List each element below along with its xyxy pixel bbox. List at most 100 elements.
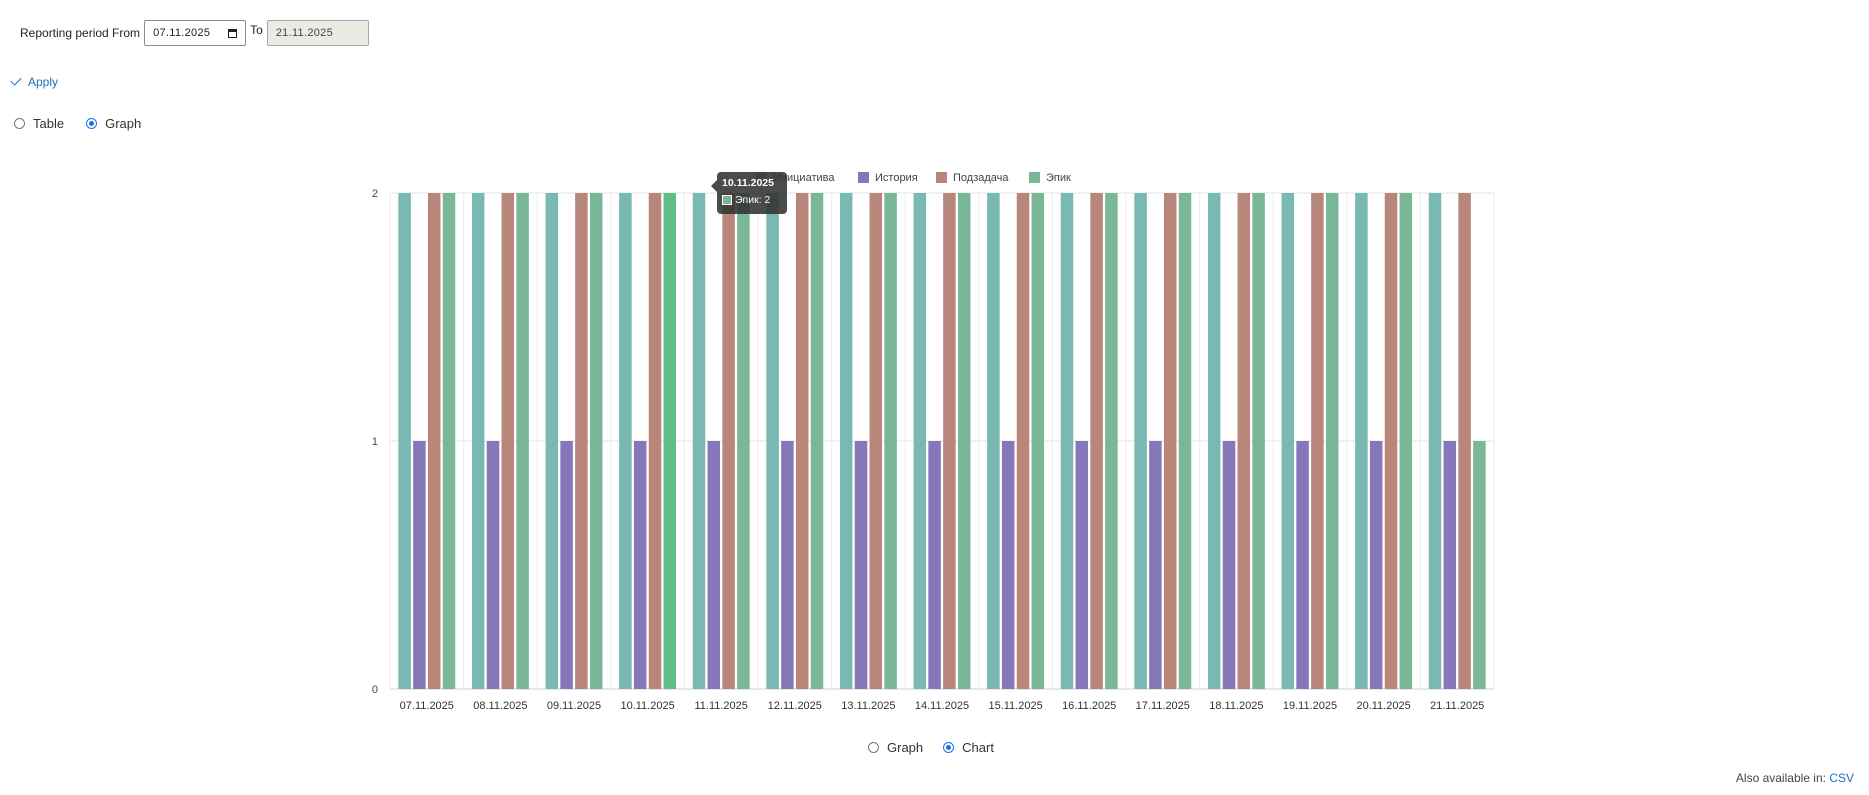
bar: [516, 193, 529, 689]
date-from-value: 07.11.2025: [153, 27, 211, 39]
x-tick-label: 09.11.2025: [547, 700, 601, 712]
chart-toggle: Graph Chart: [868, 740, 1016, 755]
x-tick-label: 17.11.2025: [1136, 700, 1190, 712]
x-tick-label: 12.11.2025: [768, 700, 822, 712]
bar: [1105, 193, 1118, 689]
bar: [1281, 193, 1295, 689]
bar: [1016, 193, 1030, 689]
view-option-table-label: Table: [33, 116, 65, 131]
bar: [1001, 441, 1015, 689]
radio-chart-graph[interactable]: [868, 742, 879, 753]
radio-chart-chart[interactable]: [943, 742, 955, 753]
bar: [648, 193, 662, 689]
bar: [1252, 193, 1265, 689]
legend-label: Подзадача: [953, 172, 1009, 184]
bar: [1031, 193, 1045, 689]
x-tick-label: 21.11.2025: [1430, 700, 1484, 712]
bar: [766, 193, 779, 689]
bar: [633, 441, 647, 689]
chart-option-graph[interactable]: Graph: [868, 740, 923, 755]
bar: [575, 193, 588, 689]
bar: [486, 441, 500, 689]
bar: [839, 193, 853, 689]
period-to-label: To: [250, 23, 263, 37]
y-tick-label: 1: [372, 436, 378, 448]
bar: [1384, 193, 1398, 689]
bar: [781, 441, 794, 689]
tooltip-value: Эпик: 2: [735, 194, 771, 206]
x-tick-label: 20.11.2025: [1356, 700, 1410, 712]
bar: [1399, 193, 1413, 689]
bar: [987, 193, 1000, 689]
bar: [589, 193, 603, 689]
apply-button[interactable]: Apply: [10, 74, 59, 89]
period-from-label: Reporting period From: [20, 26, 141, 40]
bar: [471, 193, 485, 689]
view-toggle: Table Graph: [14, 116, 163, 131]
bar-chart: 0 1 2 07.11.2025 08.11.2025 09.11.2025 10.11.2…: [372, 172, 1495, 712]
x-tick-label: 13.11.2025: [841, 700, 895, 712]
bar: [1443, 441, 1457, 689]
chart-option-chart[interactable]: Chart: [943, 740, 994, 755]
radio-table[interactable]: [14, 118, 25, 129]
bar: [545, 193, 559, 689]
bar: [1163, 193, 1177, 689]
bar: [913, 193, 927, 689]
bar: [1325, 193, 1339, 689]
bar: [560, 441, 573, 689]
tooltip-title: 10.11.2025: [722, 177, 774, 189]
y-tick-label: 2: [372, 188, 378, 200]
date-to-input[interactable]: 21.11.2025: [266, 20, 369, 46]
apply-label: Apply: [28, 75, 59, 89]
bar: [1237, 193, 1251, 689]
x-tick-label: 08.11.2025: [473, 700, 527, 712]
csv-link[interactable]: CSV: [1829, 771, 1854, 785]
bar: [869, 193, 883, 689]
bar: [1060, 193, 1074, 689]
chart-tooltip: 10.11.2025 Эпик: 2: [711, 172, 787, 214]
chart-option-chart-label: Chart: [962, 740, 994, 755]
x-tick-label: 16.11.2025: [1062, 700, 1116, 712]
bar: [398, 193, 411, 689]
bar: [619, 193, 632, 689]
bar: [795, 193, 809, 689]
bar: [1355, 193, 1368, 689]
bar: [1207, 193, 1221, 689]
bar: [1473, 441, 1486, 689]
y-tick-label: 0: [372, 684, 378, 696]
x-tick-label: 14.11.2025: [915, 700, 969, 712]
bar: [722, 193, 735, 689]
bar: [737, 193, 750, 689]
legend-label: Эпик: [1046, 172, 1071, 184]
tooltip-swatch: [722, 195, 732, 205]
x-tick-label: 07.11.2025: [400, 700, 454, 712]
bar: [663, 193, 677, 689]
bar: [1369, 441, 1383, 689]
bar: [810, 193, 824, 689]
bar: [1428, 193, 1442, 689]
x-tick-label: 11.11.2025: [694, 700, 747, 712]
bar: [1090, 193, 1103, 689]
view-option-graph-label: Graph: [105, 116, 142, 131]
bar: [1296, 441, 1309, 689]
legend-label: Инициатива: [773, 172, 835, 184]
bar: [501, 193, 515, 689]
legend-swatch: [858, 172, 869, 183]
bar: [442, 193, 456, 689]
bar: [707, 441, 721, 689]
date-from-input[interactable]: 07.11.2025: [144, 20, 247, 46]
radio-graph[interactable]: [86, 118, 98, 129]
bar: [1222, 441, 1236, 689]
x-tick-label: 10.11.2025: [620, 700, 674, 712]
bar: [1458, 193, 1471, 689]
bar: [854, 441, 868, 689]
bar: [943, 193, 956, 689]
bar: [1178, 193, 1192, 689]
view-option-table[interactable]: Table: [14, 116, 64, 131]
reporting-period: Reporting period From 07.11.2025 To 21.1…: [20, 20, 369, 46]
bar: [1149, 441, 1162, 689]
view-option-graph[interactable]: Graph: [86, 116, 141, 131]
bar: [413, 441, 426, 689]
calendar-icon[interactable]: [228, 28, 238, 38]
bar: [1311, 193, 1324, 689]
